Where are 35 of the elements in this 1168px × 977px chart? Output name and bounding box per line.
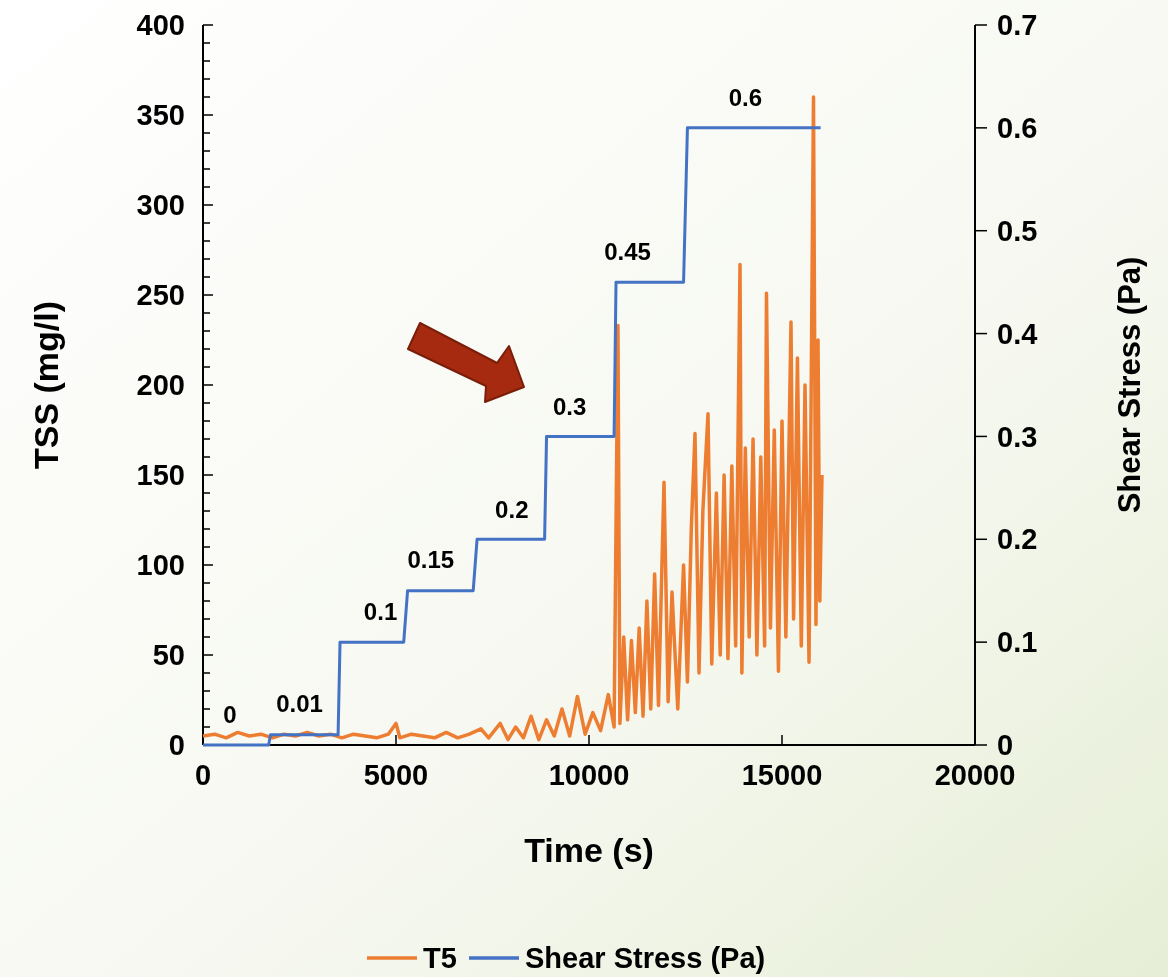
y-tick-label: 250 xyxy=(136,279,185,312)
x-tick-label: 10000 xyxy=(548,759,630,792)
annotation: 0.2 xyxy=(495,495,529,523)
y-tick-label: 100 xyxy=(136,549,185,582)
y2-tick-label: 0 xyxy=(997,729,1014,762)
annotation: 0.3 xyxy=(553,393,587,421)
y-tick-label: 50 xyxy=(152,639,185,672)
annotation: 0.6 xyxy=(728,83,763,111)
y2-tick-label: 0.1 xyxy=(997,626,1038,659)
y2-axis-title: Shear Stress (Pa) xyxy=(1112,256,1147,514)
legend-label: Shear Stress (Pa) xyxy=(525,942,766,975)
y2-tick-label: 0.3 xyxy=(997,420,1038,453)
x-tick-label: 5000 xyxy=(363,759,429,792)
annotation: 0.01 xyxy=(276,690,323,718)
legend-label: T5 xyxy=(423,942,457,975)
annotation: 0.45 xyxy=(604,238,651,266)
y2-tick-label: 0.6 xyxy=(997,112,1038,145)
y-tick-label: 400 xyxy=(136,9,185,42)
y2-tick-label: 0.4 xyxy=(997,317,1038,350)
y-tick-label: 0 xyxy=(168,729,185,762)
y2-tick-label: 0.7 xyxy=(997,9,1038,42)
y-tick-label: 200 xyxy=(136,369,185,402)
annotation: 0.15 xyxy=(407,546,455,574)
y-axis-title: TSS (mg/l) xyxy=(27,300,65,470)
annotation: 0 xyxy=(223,701,237,728)
x-axis-title: Time (s) xyxy=(524,831,654,869)
x-tick-label: 0 xyxy=(194,759,212,792)
y-tick-label: 150 xyxy=(136,459,185,492)
x-tick-label: 15000 xyxy=(741,759,823,792)
y2-tick-label: 0.2 xyxy=(997,523,1038,556)
x-tick-label: 20000 xyxy=(934,759,1016,792)
annotation: 0.1 xyxy=(363,598,398,626)
y2-tick-label: 0.5 xyxy=(997,214,1038,247)
y-tick-label: 300 xyxy=(136,189,185,222)
y-tick-label: 350 xyxy=(136,99,185,132)
